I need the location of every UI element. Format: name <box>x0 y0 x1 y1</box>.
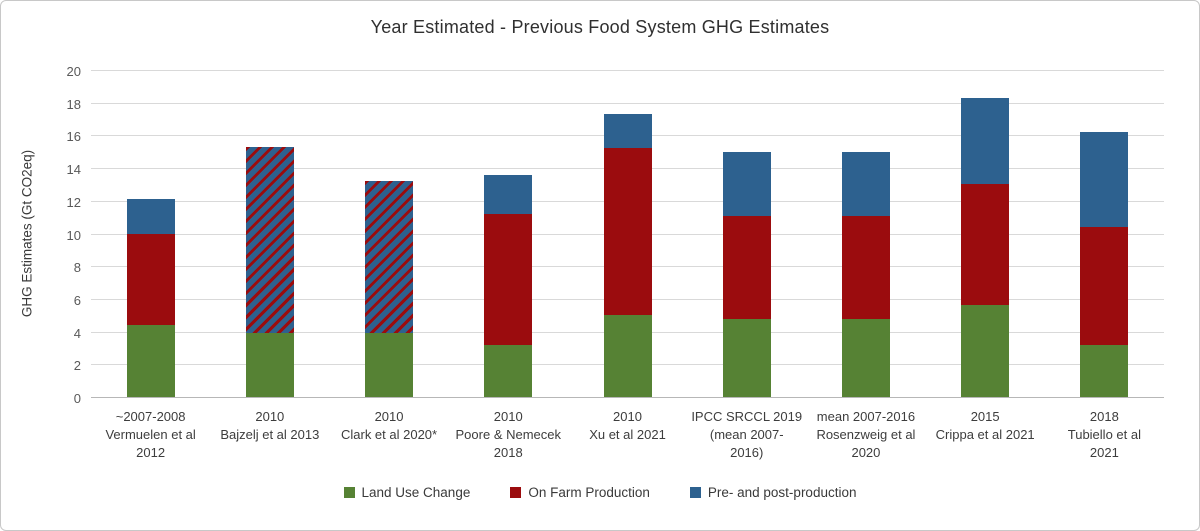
bar <box>365 181 414 397</box>
bar <box>841 151 890 397</box>
y-tick-label: 4 <box>73 325 81 341</box>
bar <box>603 114 652 397</box>
bar-segment-on-farm-production <box>603 148 652 316</box>
bar-segment-land-use-change <box>722 318 771 397</box>
y-tick-label: 8 <box>73 260 81 276</box>
bar-segment-land-use-change <box>603 315 652 397</box>
legend: Land Use Change On Farm Production Pre- … <box>1 485 1199 500</box>
bar-segment-land-use-change <box>126 325 175 397</box>
bar-segment-on-farm-production-hatched <box>245 146 294 334</box>
x-axis-line <box>91 396 1164 398</box>
legend-item-land-use-change: Land Use Change <box>343 485 471 500</box>
bar-segment-pre-post-production <box>722 151 771 216</box>
bar-segment-pre-post-production <box>126 199 175 234</box>
plot-area: 0 2 4 6 8 10 12 14 16 18 20 ~2007-2008 Vermuelen et… <box>67 64 1164 460</box>
chart-title: Year Estimated - Previous Food System GH… <box>370 17 830 37</box>
bar-segment-on-farm-production <box>722 215 771 319</box>
x-axis-label: 2010 Poore & Nemecek 2018 <box>455 409 562 460</box>
gridline <box>91 102 1164 104</box>
bar-segment-pre-post-production <box>1080 132 1129 227</box>
gridline <box>91 70 1164 71</box>
x-axis-label: 2015 Crippa et al 2021 <box>935 409 1035 442</box>
bar <box>126 199 175 397</box>
x-axis-label: 2010 Bajzelj et al 2013 <box>220 409 320 442</box>
y-tick-label: 20 <box>66 64 81 79</box>
bar-segment-land-use-change <box>365 333 414 397</box>
bar-segment-land-use-change <box>245 333 294 397</box>
bar <box>961 97 1010 397</box>
legend-item-pre-post-production: Pre- and post-production <box>689 485 857 500</box>
bar-segment-land-use-change <box>961 305 1010 397</box>
bar-segment-on-farm-production <box>126 233 175 326</box>
x-axis-label: 2010 Clark et al 2020* <box>340 409 438 442</box>
bar <box>722 151 771 397</box>
bar-segment-land-use-change <box>1080 344 1129 397</box>
x-axis-label: IPCC SRCCL 2019 (mean 2007- 2016) <box>691 409 803 460</box>
bar <box>1080 132 1129 397</box>
bar-segment-on-farm-production <box>484 213 533 345</box>
y-tick-label: 0 <box>73 391 81 406</box>
y-tick-label: 12 <box>66 194 81 210</box>
legend-swatch-pre-post-production <box>689 487 701 498</box>
bar-segment-pre-post-production <box>484 174 533 214</box>
bar-segment-pre-post-production <box>961 97 1010 185</box>
x-axis-label: mean 2007-2016 Rosenzweig et al 2020 <box>816 409 916 460</box>
bar-segment-on-farm-production-hatched <box>365 181 414 334</box>
bar-segment-on-farm-production <box>961 184 1010 306</box>
bar <box>245 146 294 397</box>
bar-segment-pre-post-production <box>603 114 652 149</box>
y-axis-title: GHG Estimates (Gt CO2eq) <box>19 149 35 318</box>
bar-segment-on-farm-production <box>1080 226 1129 345</box>
y-tick-label: 10 <box>66 227 81 243</box>
y-tick-label: 2 <box>73 358 81 374</box>
bar <box>484 174 533 397</box>
bar-segment-land-use-change <box>484 344 533 397</box>
legend-swatch-on-farm-production <box>510 487 522 498</box>
y-tick-label: 6 <box>73 292 81 308</box>
x-axis-label: 2010 Xu et al 2021 <box>589 409 666 442</box>
y-tick-label: 14 <box>66 162 81 178</box>
x-axis-label: ~2007-2008 Vermuelen et al 2012 <box>105 409 196 460</box>
bar-segment-on-farm-production <box>841 215 890 319</box>
legend-item-on-farm-production: On Farm Production <box>510 485 650 500</box>
legend-label: Land Use Change <box>361 485 471 500</box>
y-tick-label: 16 <box>66 129 81 145</box>
y-tick-label: 18 <box>66 96 81 112</box>
x-axis-label: 2018 Tubiello et al 2021 <box>1067 409 1141 460</box>
legend-swatch-land-use-change <box>343 487 355 498</box>
bar-segment-land-use-change <box>841 318 890 397</box>
bar-segment-pre-post-production <box>841 151 890 216</box>
legend-label: Pre- and post-production <box>707 485 857 500</box>
legend-label: On Farm Production <box>528 485 650 500</box>
